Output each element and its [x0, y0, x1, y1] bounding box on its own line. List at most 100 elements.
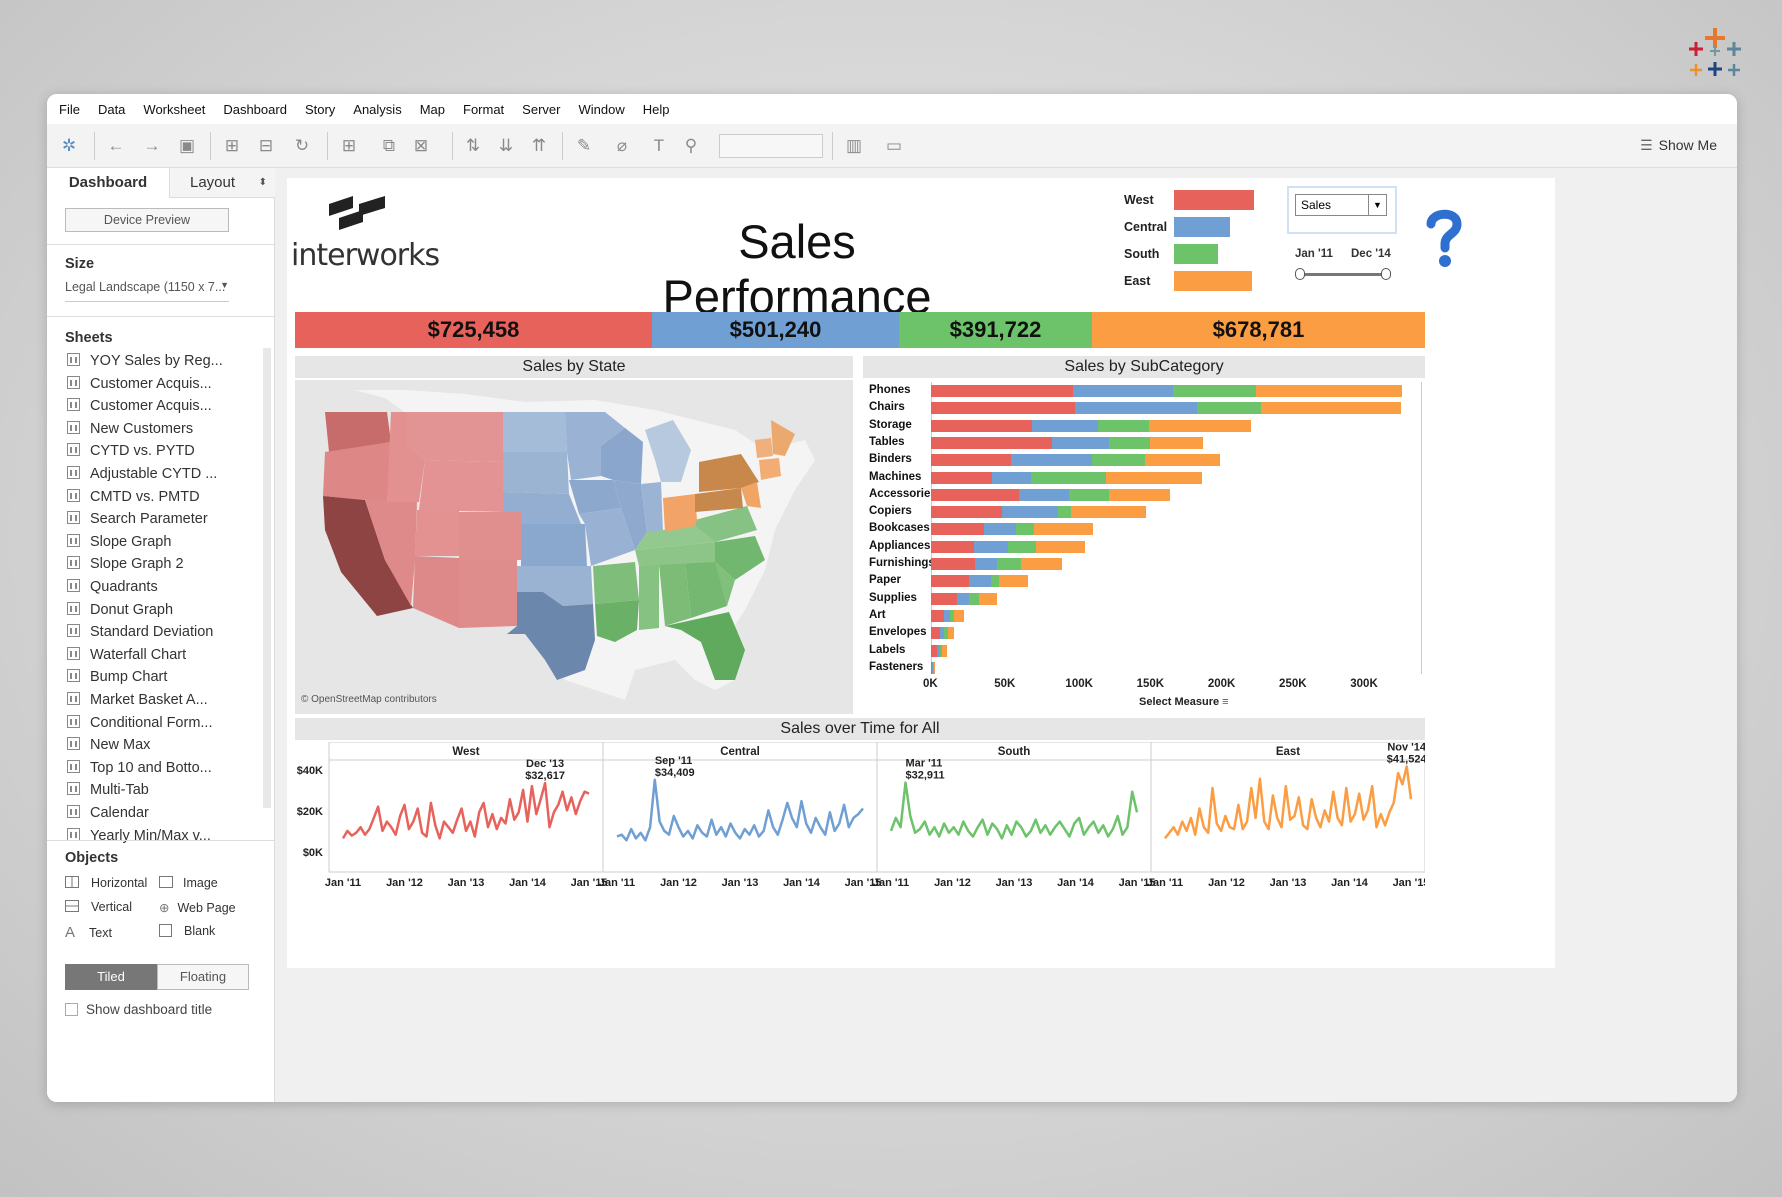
bar-south[interactable] — [1069, 488, 1110, 501]
tab-layout[interactable]: Layout ⬍ — [169, 168, 275, 198]
presentation-icon[interactable]: ▭ — [885, 136, 903, 155]
menu-worksheet[interactable]: Worksheet — [143, 101, 206, 117]
checkbox[interactable] — [65, 1003, 78, 1016]
menu-analysis[interactable]: Analysis — [353, 101, 402, 117]
bar-south[interactable] — [1057, 506, 1071, 519]
bar-east[interactable] — [1020, 558, 1063, 570]
sheet-item[interactable]: Donut Graph — [67, 601, 173, 618]
bar-west[interactable] — [931, 592, 957, 605]
bar-east[interactable] — [999, 575, 1028, 588]
bar-east[interactable] — [1261, 402, 1401, 415]
pin-icon[interactable]: ⚲ — [684, 136, 698, 155]
bar-east[interactable] — [1106, 471, 1202, 484]
bar-west[interactable] — [931, 644, 937, 657]
bar-east[interactable] — [948, 627, 954, 640]
sales-by-state-map[interactable]: © OpenStreetMap contributors — [295, 380, 853, 714]
menu-server[interactable]: Server — [522, 101, 561, 117]
bar-south[interactable] — [949, 609, 954, 622]
sheet-item[interactable]: Calendar — [67, 805, 149, 821]
bar-west[interactable] — [931, 661, 933, 674]
legend-swatch[interactable] — [1174, 217, 1230, 237]
legend-swatch[interactable] — [1174, 244, 1218, 264]
sheet-item[interactable]: Slope Graph 2 — [67, 556, 184, 572]
bar-central[interactable] — [975, 558, 997, 570]
show-cards-icon[interactable]: ▥ — [845, 136, 863, 155]
sheet-item[interactable]: Adjustable CYTD ... — [67, 466, 217, 482]
sort-descending-icon[interactable]: ⇈ — [531, 136, 547, 155]
menu-window[interactable]: Window — [578, 101, 625, 117]
legend-swatch[interactable] — [1174, 271, 1252, 291]
sales-by-subcategory-chart[interactable]: Phones Chairs Storage Tables Binders Machines… — [863, 380, 1425, 714]
bar-south[interactable] — [1097, 419, 1149, 432]
bar-central[interactable] — [932, 661, 934, 674]
bar-east[interactable] — [1255, 385, 1403, 397]
bar-east[interactable] — [933, 661, 936, 674]
bar-south[interactable] — [939, 644, 943, 657]
object-text[interactable]: A Text — [65, 924, 112, 941]
bar-east[interactable] — [979, 592, 997, 605]
menu-map[interactable]: Map — [419, 101, 445, 117]
legend-swatch[interactable] — [1174, 190, 1254, 210]
bar-south[interactable] — [1173, 385, 1256, 397]
object-image[interactable]: Image — [159, 876, 218, 890]
bar-central[interactable] — [1019, 488, 1070, 501]
duplicate-icon[interactable]: ⧉ — [382, 136, 396, 155]
kpi-value[interactable]: $725,458 — [295, 312, 652, 348]
bar-west[interactable] — [931, 402, 1075, 415]
bar-west[interactable] — [931, 575, 970, 588]
sheet-item[interactable]: CYTD vs. PYTD — [67, 443, 195, 459]
sort-icon[interactable]: ≡ — [1219, 696, 1229, 708]
sheet-item[interactable]: New Max — [67, 737, 150, 753]
bar-west[interactable] — [931, 627, 940, 640]
bar-west[interactable] — [931, 436, 1053, 449]
bar-central[interactable] — [1052, 436, 1110, 449]
object-vertical[interactable]: Vertical — [65, 900, 132, 914]
sheet-item[interactable]: Bump Chart — [67, 669, 167, 685]
bar-south[interactable] — [1016, 523, 1034, 536]
new-datasource-icon[interactable]: ⊞ — [224, 136, 240, 155]
bar-south[interactable] — [1109, 436, 1151, 449]
bar-south[interactable] — [933, 661, 935, 674]
show-title-checkbox[interactable]: Show dashboard title — [65, 1002, 212, 1017]
bar-central[interactable] — [936, 644, 940, 657]
device-preview-button[interactable]: Device Preview — [65, 208, 229, 232]
bar-central[interactable] — [973, 540, 1008, 553]
redo-icon[interactable]: → — [143, 136, 161, 155]
bar-west[interactable] — [931, 609, 944, 622]
sheet-item[interactable]: Market Basket A... — [67, 692, 208, 708]
bar-south[interactable] — [1197, 402, 1262, 415]
sheet-item[interactable]: Customer Acquis... — [67, 398, 212, 414]
menu-dashboard[interactable]: Dashboard — [223, 101, 287, 117]
sheet-item[interactable]: Customer Acquis... — [67, 375, 212, 392]
undo-icon[interactable]: ← — [107, 136, 125, 155]
bar-west[interactable] — [931, 488, 1020, 501]
bar-central[interactable] — [1032, 419, 1098, 432]
bar-east[interactable] — [1036, 540, 1085, 553]
bar-east[interactable] — [1150, 436, 1204, 449]
group-icon[interactable]: ⌀ — [616, 136, 628, 155]
bar-east[interactable] — [953, 609, 964, 622]
sheet-item[interactable]: Slope Graph — [67, 533, 171, 550]
date-range-slider[interactable] — [1299, 273, 1387, 276]
sheet-item[interactable]: Multi-Tab — [67, 782, 149, 798]
bar-central[interactable] — [1073, 385, 1174, 397]
bar-west[interactable] — [931, 523, 984, 536]
sheet-item[interactable]: Top 10 and Botto... — [67, 759, 212, 776]
question-mark-icon[interactable] — [1423, 208, 1465, 268]
kpi-value[interactable]: $391,722 — [899, 312, 1092, 348]
bar-south[interactable] — [1007, 540, 1037, 553]
bar-west[interactable] — [931, 454, 1011, 467]
bar-south[interactable] — [1091, 454, 1145, 467]
new-worksheet-icon[interactable]: ⊞ — [341, 136, 357, 155]
object-horizontal[interactable]: Horizontal — [65, 876, 147, 890]
bar-central[interactable] — [939, 627, 944, 640]
bar-west[interactable] — [931, 471, 993, 484]
menu-file[interactable]: File — [59, 101, 80, 117]
bar-east[interactable] — [1033, 523, 1094, 536]
bar-central[interactable] — [969, 575, 991, 588]
clear-sheet-icon[interactable]: ⊠ — [413, 136, 429, 155]
bar-west[interactable] — [931, 558, 976, 570]
bar-east[interactable] — [1070, 506, 1147, 519]
sales-over-time-chart[interactable]: $40K $20K $0K West Dec '13 $32,617 Jan '11 Jan … — [295, 741, 1430, 892]
bar-east[interactable] — [1109, 488, 1171, 501]
